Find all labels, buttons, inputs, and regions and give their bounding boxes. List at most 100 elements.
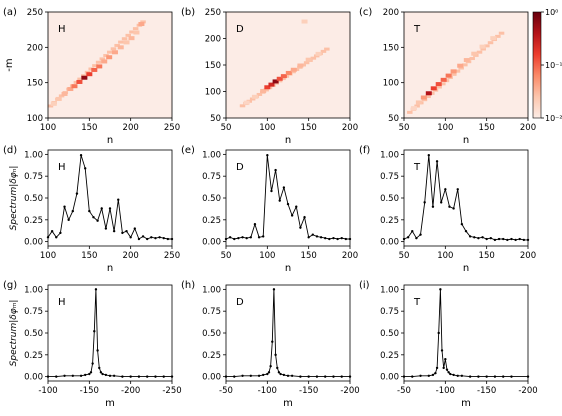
heatmap-cell bbox=[260, 88, 267, 93]
plot-frame bbox=[225, 149, 351, 247]
data-point bbox=[485, 237, 488, 241]
data-point bbox=[447, 371, 450, 374]
x-tick-label: 100 bbox=[437, 123, 453, 133]
y-tick-label: 0.75 bbox=[380, 172, 399, 182]
data-point bbox=[276, 366, 279, 370]
data-point bbox=[162, 236, 165, 240]
heatmap-cell bbox=[480, 47, 486, 51]
heatmap-cell bbox=[463, 58, 470, 63]
heatmap-cell bbox=[132, 27, 139, 31]
data-point bbox=[79, 374, 83, 377]
panel-f: 50 100 150 200 0.00 0.25 0.50 0.75 1.00 n (f) T bbox=[359, 145, 536, 274]
heatmap-cell bbox=[268, 82, 275, 87]
data-point bbox=[121, 231, 124, 235]
heatmap-cell bbox=[125, 33, 132, 37]
data-point bbox=[91, 362, 94, 365]
panel-letter: (h) bbox=[181, 280, 195, 291]
data-point bbox=[274, 353, 277, 357]
x-tick-label: -250 bbox=[162, 386, 181, 396]
y-tick-label: 1.00 bbox=[202, 285, 221, 295]
species-label: D bbox=[236, 297, 244, 308]
heatmap-cell bbox=[440, 82, 446, 86]
y-tick-label: 1.00 bbox=[24, 285, 43, 295]
data-point bbox=[315, 235, 319, 238]
plot-frame bbox=[225, 284, 351, 382]
heatmap-cell bbox=[133, 30, 140, 35]
data-point bbox=[137, 237, 141, 241]
data-point bbox=[233, 375, 236, 378]
heatmap-cell bbox=[129, 30, 135, 34]
heatmap-cell bbox=[128, 36, 135, 41]
data-point bbox=[228, 236, 232, 239]
data-point bbox=[141, 235, 145, 238]
data-point bbox=[502, 375, 505, 378]
x-tick-label: 150 bbox=[81, 251, 97, 261]
data-point bbox=[96, 219, 99, 222]
data-point bbox=[104, 227, 108, 230]
x-tick-label: 250 bbox=[164, 251, 180, 261]
data-point bbox=[274, 168, 277, 172]
data-point bbox=[75, 192, 79, 195]
data-point bbox=[311, 233, 314, 236]
x-tick-label: 150 bbox=[81, 123, 97, 133]
y-tick-label: 0.50 bbox=[380, 329, 399, 339]
x-tick-label: 150 bbox=[479, 251, 495, 261]
data-point bbox=[303, 216, 306, 219]
y-tick-label: 200 bbox=[383, 8, 399, 18]
x-axis-label: m bbox=[283, 398, 293, 409]
panel-letter: (e) bbox=[181, 145, 195, 156]
heatmap-cell bbox=[140, 20, 146, 24]
heatmap-cell bbox=[469, 57, 475, 61]
x-axis-label: n bbox=[285, 135, 291, 146]
data-point bbox=[481, 236, 484, 239]
panel-b: 50 100 150 200 50 100 150 200 250 n (b) D bbox=[181, 7, 358, 146]
heatmap-cell bbox=[458, 66, 464, 70]
data-point bbox=[99, 371, 103, 374]
y-tick-label: 150 bbox=[383, 43, 399, 53]
heatmap-cell bbox=[310, 56, 317, 60]
x-tick-label: -200 bbox=[518, 386, 537, 396]
series-line bbox=[403, 155, 528, 241]
y-tick-label: 250 bbox=[205, 8, 221, 18]
data-point bbox=[514, 238, 517, 242]
heatmap-cell bbox=[407, 110, 413, 114]
data-point bbox=[92, 216, 95, 219]
heatmap-cell bbox=[81, 75, 88, 80]
x-axis-label: n bbox=[107, 135, 113, 146]
data-point bbox=[427, 154, 430, 157]
data-point bbox=[290, 374, 294, 377]
colorbar-tick-label: 10⁻¹ bbox=[545, 61, 562, 70]
data-point bbox=[146, 375, 149, 378]
y-tick-label: 100 bbox=[205, 88, 221, 98]
heatmap-cell bbox=[420, 95, 427, 100]
data-point bbox=[344, 237, 348, 241]
data-point bbox=[129, 236, 132, 239]
series-line bbox=[226, 289, 350, 378]
heatmap-cell bbox=[290, 70, 296, 74]
heatmap-cell bbox=[457, 63, 464, 68]
data-point bbox=[249, 374, 252, 377]
heatmap-cell bbox=[50, 101, 57, 106]
x-tick-label: 50 bbox=[221, 251, 232, 261]
data-point bbox=[435, 160, 439, 163]
species-label: T bbox=[413, 162, 421, 173]
heatmap-cell bbox=[121, 37, 128, 41]
heatmap-cell bbox=[101, 59, 108, 64]
data-point bbox=[282, 373, 286, 377]
data-point bbox=[442, 366, 445, 370]
data-point bbox=[101, 372, 104, 376]
y-tick-label: 200 bbox=[205, 35, 221, 45]
heatmap-cell bbox=[471, 51, 478, 56]
data-point bbox=[419, 233, 422, 236]
data-point bbox=[237, 236, 240, 240]
species-label: H bbox=[58, 297, 66, 308]
heatmap-cell bbox=[320, 49, 327, 53]
data-point bbox=[340, 375, 343, 378]
data-point bbox=[324, 375, 327, 378]
y-tick-label: 1.00 bbox=[202, 150, 221, 160]
x-tick-label: 150 bbox=[301, 251, 317, 261]
data-point bbox=[233, 237, 236, 241]
data-point bbox=[96, 349, 99, 352]
y-axis-label: Spectrum|δφₙ| bbox=[9, 166, 19, 231]
